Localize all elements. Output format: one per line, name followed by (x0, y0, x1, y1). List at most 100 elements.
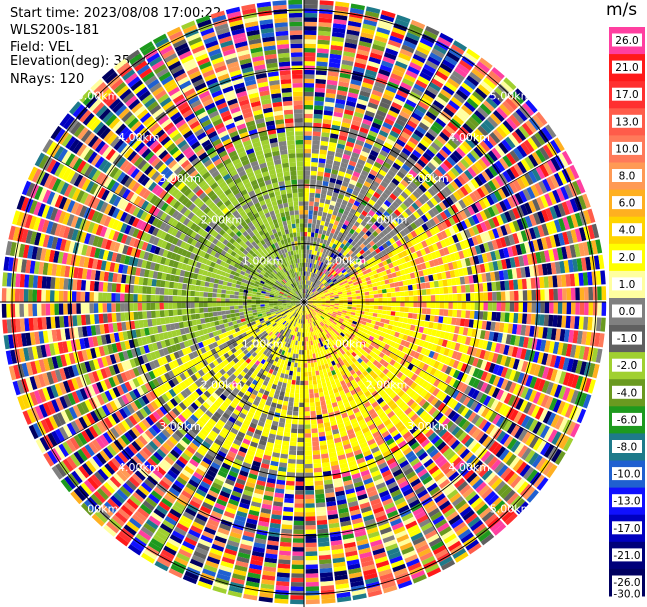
radar-gate (338, 77, 350, 84)
radar-gate (437, 257, 444, 265)
radar-gate (335, 152, 343, 158)
radar-gate (337, 222, 344, 228)
radar-gate (319, 369, 324, 375)
radar-gate (417, 225, 425, 234)
radar-gate (315, 493, 325, 499)
radar-gate (520, 230, 528, 242)
radar-gate (341, 199, 348, 206)
radar-gate (521, 313, 528, 324)
radar-gate (533, 226, 541, 239)
radar-gate (477, 125, 489, 137)
radar-gate (468, 71, 482, 83)
radar-gate (492, 216, 500, 227)
radar-gate (314, 259, 318, 265)
radar-gate (483, 137, 494, 150)
radar-gate (376, 317, 382, 322)
radar-gate (305, 581, 319, 587)
radar-gate (542, 178, 552, 192)
radar-gate (357, 178, 365, 185)
radar-gate (370, 279, 376, 284)
radar-gate (316, 286, 321, 291)
radar-gate (371, 122, 382, 130)
radar-gate (504, 223, 512, 235)
radar-gate (458, 199, 467, 209)
radar-gate (304, 253, 307, 259)
radar-gate (374, 81, 386, 89)
radar-gate (326, 285, 331, 289)
radar-gate (552, 189, 561, 204)
radar-gate (491, 67, 505, 80)
radar-gate (381, 249, 388, 256)
radar-gate (588, 286, 594, 301)
radar-gate (325, 284, 330, 288)
radar-gate (322, 287, 327, 291)
radar-gate (290, 432, 298, 438)
radar-gate (318, 427, 325, 433)
radar-gate (444, 142, 455, 153)
radar-gate (368, 287, 374, 292)
radar-gate (311, 268, 315, 273)
radar-gate (350, 240, 357, 247)
radar-gate (313, 268, 317, 274)
radar-gate (310, 415, 317, 421)
radar-gate (340, 284, 345, 288)
radar-gate (340, 203, 347, 210)
radar-gate (463, 52, 478, 64)
radar-gate (406, 196, 414, 205)
radar-gate (308, 285, 311, 290)
radar-gate (353, 186, 361, 193)
radar-gate (462, 123, 474, 134)
radar-gate (528, 214, 537, 227)
radar-gate (362, 281, 368, 286)
radar-gate (287, 463, 296, 469)
radar-gate (337, 291, 343, 295)
radar-gate (431, 48, 445, 59)
radar-gate (363, 206, 371, 213)
radar-gate (463, 78, 477, 90)
radar-gate (406, 232, 414, 240)
radar-gate (369, 52, 383, 60)
radar-gate (310, 286, 313, 291)
radar-gate (396, 14, 411, 24)
radar-gate (372, 237, 379, 244)
radar-gate (339, 254, 345, 260)
radar-gate (359, 188, 367, 196)
radar-gate (366, 319, 372, 324)
radar-gate (365, 230, 372, 237)
radar-gate (370, 320, 376, 325)
radar-gate (406, 279, 412, 285)
radar-gate (326, 278, 332, 283)
radar-gate (304, 12, 318, 18)
radar-gate (429, 52, 443, 63)
radar-gate (430, 266, 437, 274)
radar-gate (394, 311, 400, 317)
radar-gate (317, 281, 322, 286)
radar-gate (459, 126, 471, 137)
radar-gate (527, 170, 538, 184)
radar-gate (377, 133, 387, 142)
radar-gate (320, 193, 327, 199)
radar-gate (297, 433, 304, 438)
radar-gate (319, 257, 324, 262)
radar-gate (421, 231, 429, 240)
radar-gate (331, 243, 337, 249)
radar-gate (387, 39, 402, 48)
radar-gate (385, 240, 392, 247)
radar-gate (430, 184, 440, 194)
radar-gate (400, 81, 412, 91)
radar-gate (413, 296, 418, 302)
radar-gate (452, 40, 467, 52)
radar-gate (391, 306, 396, 311)
radar-gate (329, 247, 335, 253)
radar-gate (401, 106, 413, 116)
radar-gate (313, 210, 318, 216)
radar-gate (382, 56, 396, 65)
radar-gate (484, 168, 495, 180)
radar-gate (389, 237, 396, 245)
radar-gate (298, 420, 304, 425)
radar-gate (477, 173, 487, 184)
radar-gate (328, 204, 335, 211)
radar-gate (346, 268, 352, 274)
radar-gate (305, 494, 315, 500)
radar-gate (337, 231, 343, 238)
